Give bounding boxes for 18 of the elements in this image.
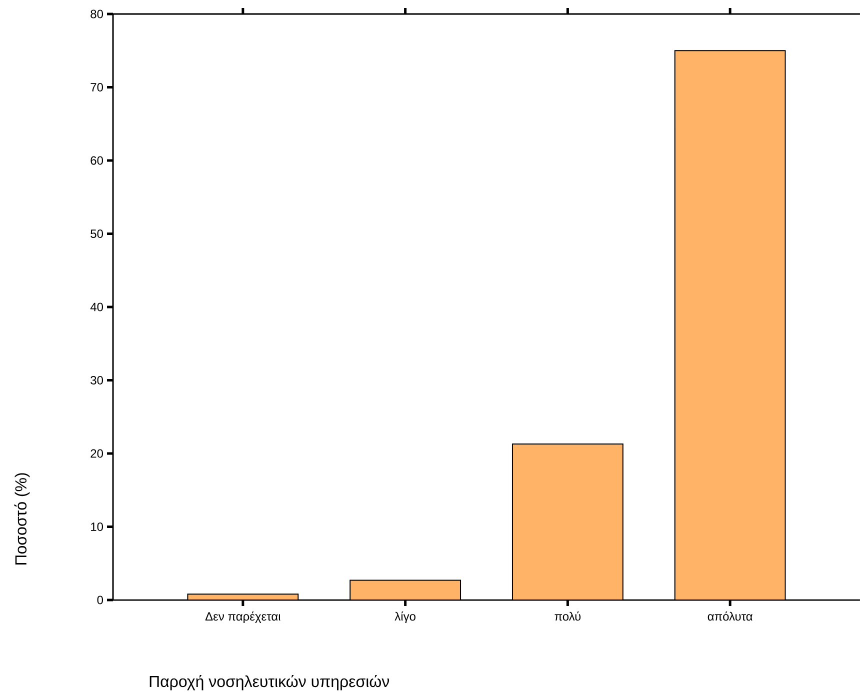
x-tick-label: απόλυτα (708, 612, 752, 621)
x-axis-title: Παροχή νοσηλευτικών υπηρεσιών (150, 674, 390, 690)
y-tick-label: 70 (90, 83, 104, 92)
bar (512, 443, 624, 600)
bar (674, 50, 786, 600)
x-tick-label: πολύ (554, 612, 581, 621)
y-tick-label: 60 (90, 156, 104, 165)
y-tick-label: 30 (90, 376, 104, 384)
y-tick-label: 40 (90, 302, 104, 312)
y-tick-label: 20 (90, 449, 104, 458)
bar (350, 580, 462, 600)
x-tick-label: λίγο (394, 612, 416, 624)
y-axis-title: Ποσοστό (%) (14, 473, 30, 564)
y-tick-label: 80 (90, 10, 104, 18)
y-tick-label: 0 (97, 596, 104, 604)
y-tick-label: 10 (91, 522, 104, 531)
x-tick-label: Δεν παρέχεται (205, 612, 280, 624)
y-tick-label: 50 (90, 229, 104, 238)
